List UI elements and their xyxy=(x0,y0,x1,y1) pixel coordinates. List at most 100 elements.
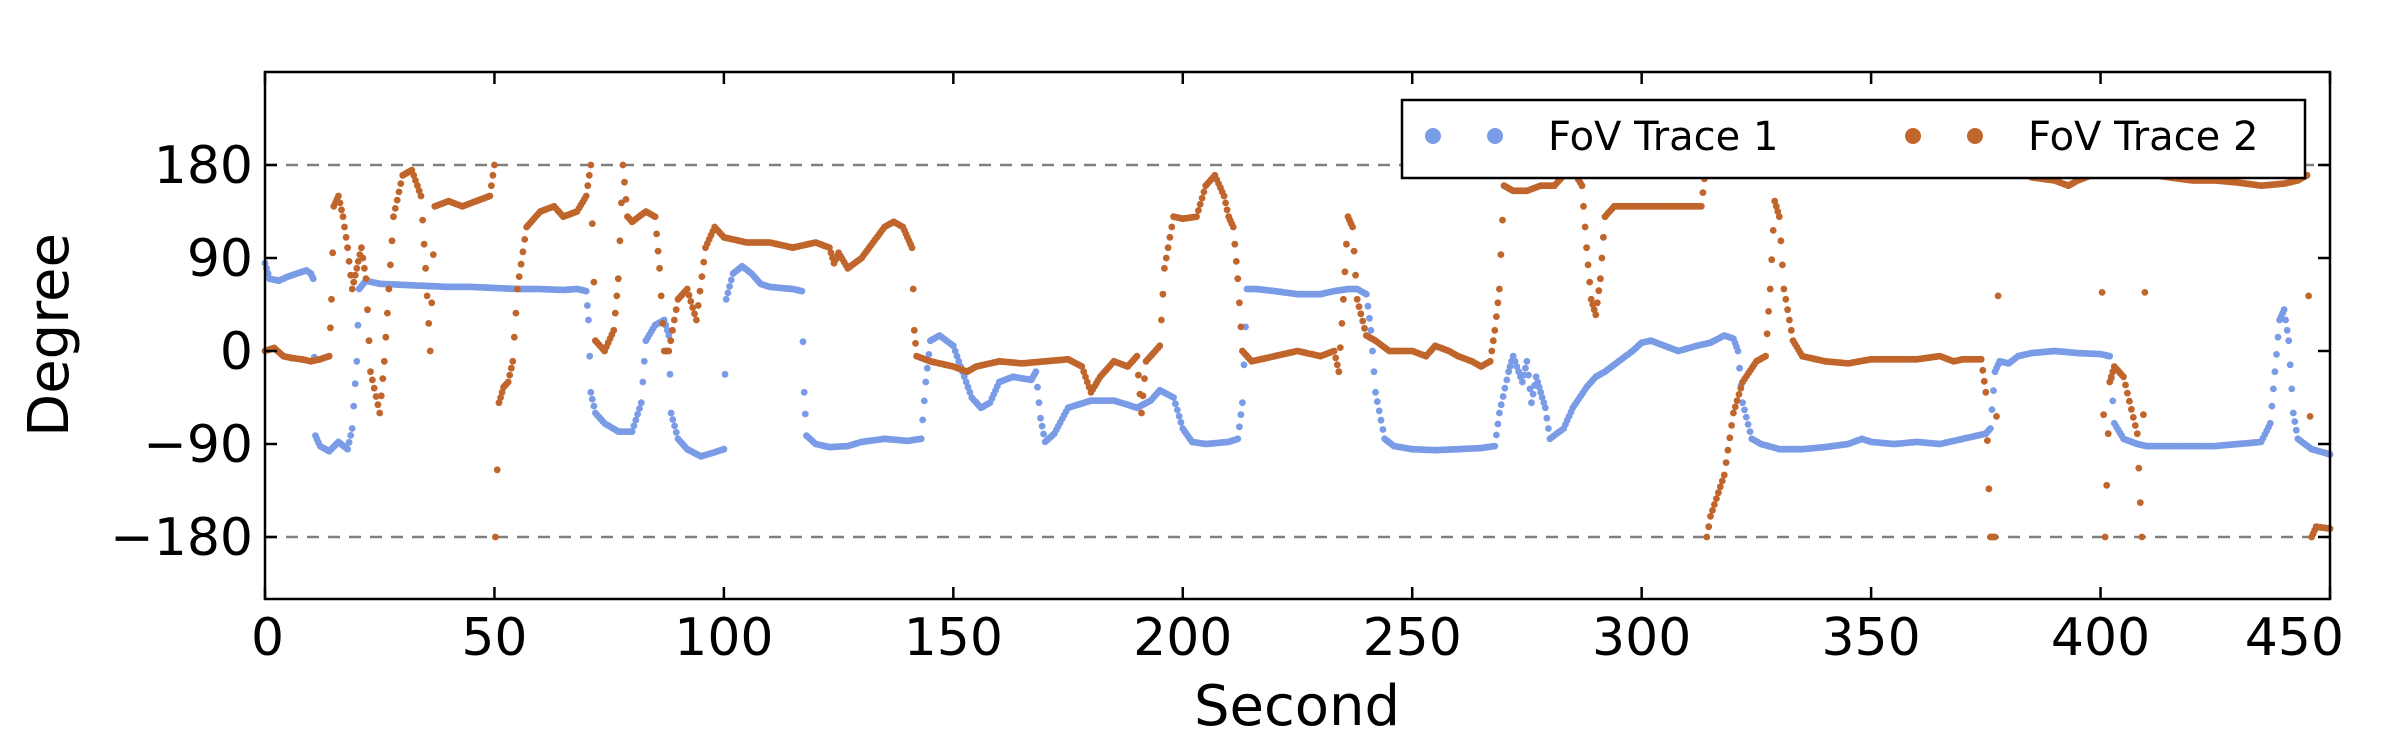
series-2-point-841 xyxy=(1787,326,1795,334)
series-2-point-791 xyxy=(1699,189,1707,197)
series-2-point-836 xyxy=(1779,261,1786,269)
series-2-point-145 xyxy=(510,333,518,341)
series-2-point-75 xyxy=(387,261,394,269)
series-1-point-223 xyxy=(666,370,674,378)
series-1-point-363 xyxy=(925,351,933,358)
series-2-point-605 xyxy=(1353,295,1361,303)
series-1-point-1087 xyxy=(2282,316,2290,324)
series-2-point-1019 xyxy=(2120,373,2127,381)
series-2-point-45 xyxy=(339,213,347,221)
series-2-point-838 xyxy=(1782,295,1790,303)
series-1-point-1092 xyxy=(2289,409,2297,417)
series-2-point-92 xyxy=(417,192,425,200)
series-1-point-930 xyxy=(1990,387,1997,394)
series-2-point-501 xyxy=(1166,233,1174,241)
series-2-point-1028 xyxy=(2136,499,2144,506)
series-2-point-81 xyxy=(397,180,405,188)
series-2-point-226 xyxy=(656,264,663,272)
series-2-point-69 xyxy=(377,392,385,400)
series-2-point-59 xyxy=(361,264,368,272)
series-1-point-2 xyxy=(264,270,272,277)
series-2-point-592 xyxy=(1333,361,1341,369)
series-2-point-1023 xyxy=(2128,405,2135,413)
series-1-point-686 xyxy=(1529,390,1537,398)
series-1-point-671 xyxy=(1505,368,1512,376)
series-2-point-1011 xyxy=(2106,378,2114,386)
series-2-point-95 xyxy=(422,264,429,272)
series-2-point-146 xyxy=(512,309,520,317)
series-2-point-43 xyxy=(336,199,344,207)
x-tick-label-3: 150 xyxy=(904,608,1003,668)
series-2-point-48 xyxy=(344,244,351,252)
series-1-point-994 xyxy=(2109,397,2117,405)
series-2-point-142 xyxy=(506,371,514,379)
series-1-point-1082 xyxy=(2274,333,2282,341)
series-2-point-223 xyxy=(651,213,659,221)
series-2-point-739 xyxy=(1600,233,1607,241)
series-2-point-232 xyxy=(665,347,673,355)
series-1-point-676 xyxy=(1513,363,1521,370)
series-2-point-1024 xyxy=(2129,414,2137,421)
series-2-point-541 xyxy=(1237,323,1245,331)
series-2-point-1118 xyxy=(2306,413,2314,420)
series-2-point-609 xyxy=(1361,324,1368,332)
series-1-point-605 xyxy=(1379,426,1387,433)
series-1-point-181 xyxy=(590,402,598,410)
series-2-point-135 xyxy=(495,399,503,407)
series-1-point-28 xyxy=(309,275,317,283)
y-tick-label-1: 90 xyxy=(187,229,253,289)
series-2-point-806 xyxy=(1726,434,1734,442)
series-2-point-1117 xyxy=(2305,292,2313,300)
series-2-point-828 xyxy=(1766,285,1774,293)
series-2-point-78 xyxy=(391,205,399,212)
series-1-point-226 xyxy=(671,422,678,430)
series-2-point-62 xyxy=(365,337,373,345)
series-2-point-243 xyxy=(685,291,693,299)
series-2-point-837 xyxy=(1780,285,1788,293)
series-2-point-802 xyxy=(1718,477,1726,485)
series-1-point-666 xyxy=(1496,409,1503,417)
series-1-point-795 xyxy=(1734,347,1742,355)
series-2-point-595 xyxy=(1338,320,1346,327)
series-2-point-730 xyxy=(1586,278,1594,286)
series-1-point-677 xyxy=(1515,368,1523,376)
series-2-point-185 xyxy=(585,171,593,179)
series-2-point-835 xyxy=(1777,237,1785,245)
series-2-point-797 xyxy=(1709,507,1716,514)
series-2-point-143 xyxy=(507,364,515,372)
series-2-point-150 xyxy=(519,248,527,256)
series-2-point-89 xyxy=(412,177,419,184)
series-2-point-795 xyxy=(1705,523,1713,531)
y-tick-label-2: 0 xyxy=(220,322,253,382)
series-2-point-205 xyxy=(619,161,627,169)
series-2-point-235 xyxy=(670,316,678,324)
series-1-point-527 xyxy=(1234,435,1242,443)
series-1-point-178 xyxy=(586,352,594,360)
series-1-point-669 xyxy=(1501,384,1509,392)
series-2-point-677 xyxy=(1489,337,1497,345)
series-1-point-252 xyxy=(720,445,728,453)
series-2-point-227 xyxy=(657,292,665,300)
series-2-point-79 xyxy=(393,196,401,204)
series-2-point-60 xyxy=(362,275,370,283)
series-2-point-74 xyxy=(385,285,393,293)
series-2-point-1008 xyxy=(2101,533,2109,541)
series-2-point-604 xyxy=(1352,271,1359,279)
series-2-point-683 xyxy=(1499,216,1506,224)
series-2-point-187 xyxy=(588,220,596,228)
series-2-point-944 xyxy=(1984,437,1991,444)
series-1-point-531 xyxy=(1240,361,1248,369)
series-2-point-35 xyxy=(325,352,333,360)
series-1-point-1091 xyxy=(2288,385,2296,393)
series-2-point-137 xyxy=(498,388,506,396)
series-2-point-516 xyxy=(1195,207,1202,214)
series-1-point-495 xyxy=(1173,406,1181,414)
series-2-point-151 xyxy=(521,236,529,243)
series-1-point-51 xyxy=(348,425,356,432)
series-1-point-604 xyxy=(1377,416,1385,424)
series-1-point-206 xyxy=(637,399,645,407)
series-2-point-805 xyxy=(1724,446,1732,454)
series-2-point-318 xyxy=(827,249,835,257)
series-1-point-208 xyxy=(640,357,648,365)
